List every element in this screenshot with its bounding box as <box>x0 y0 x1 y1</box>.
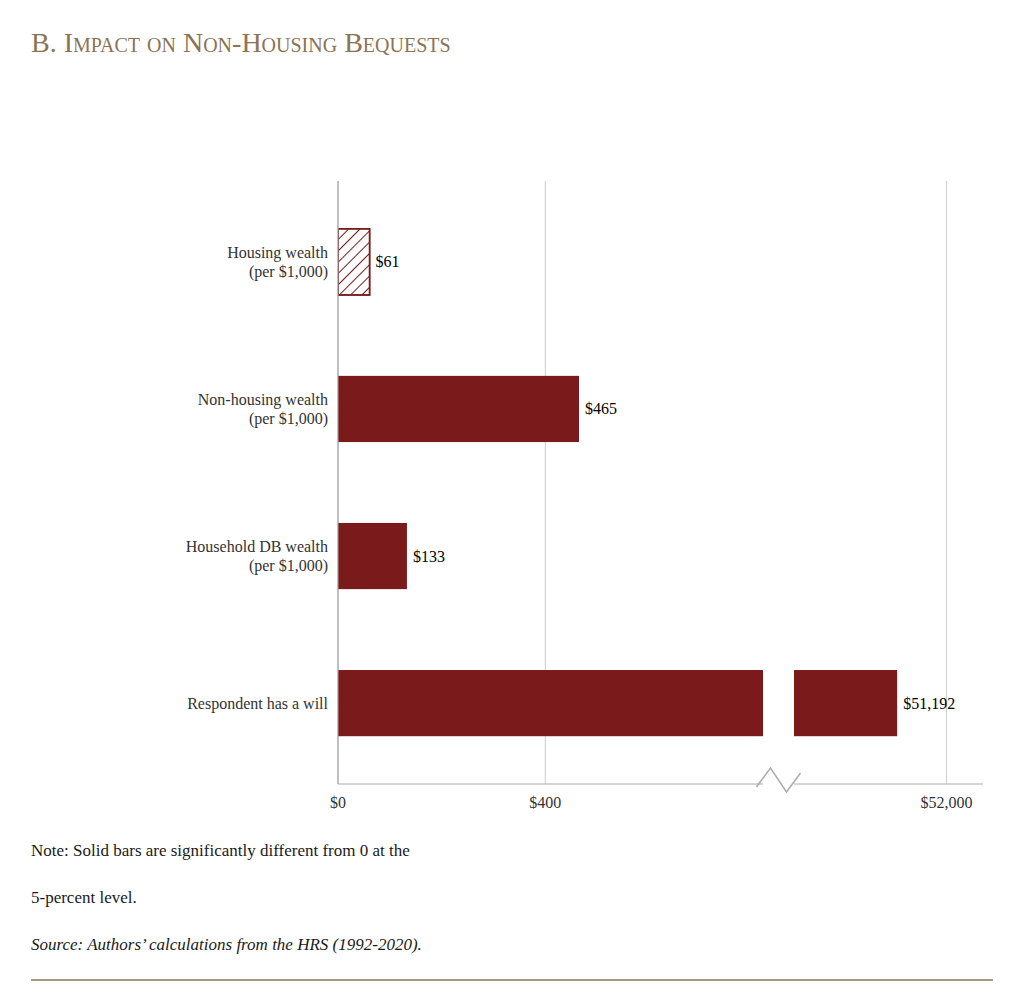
category-label-line: Housing wealth <box>227 244 328 262</box>
annotation: Note: Solid bars are significantly diffe… <box>31 841 410 860</box>
grid-line <box>946 181 947 784</box>
data-label: $465 <box>585 400 617 417</box>
data-label: $61 <box>376 253 400 270</box>
data-label: $51,192 <box>903 695 955 712</box>
category-label: Housing wealth(per $1,000) <box>227 244 328 281</box>
tick-label: $0 <box>330 794 346 811</box>
tick-label: $400 <box>529 794 561 811</box>
title: B. Impact on Non-Housing Bequests <box>31 27 451 58</box>
annotation: Source: Authors’ calculations from the H… <box>31 935 422 954</box>
bar-hatch <box>338 229 370 295</box>
chart: B. Impact on Non-Housing Bequests $0 $400 $… <box>0 0 1024 1005</box>
bars <box>794 670 897 736</box>
x-axis-line <box>794 784 983 785</box>
grid-line <box>338 181 339 784</box>
category-label-line: Non-housing wealth <box>198 391 328 409</box>
bar <box>338 229 370 295</box>
x-axis-line <box>338 784 763 785</box>
bar <box>338 670 763 736</box>
y-axis-line <box>338 181 339 784</box>
category-label-line: Respondent has a will <box>187 695 328 713</box>
bar <box>338 523 407 589</box>
category-label-line: (per $1,000) <box>249 410 328 428</box>
category-label-line: (per $1,000) <box>249 263 328 281</box>
data-label: $133 <box>413 548 445 565</box>
category-label-line: (per $1,000) <box>249 557 328 575</box>
axis-break <box>757 768 801 792</box>
category-label-line: Household DB wealth <box>186 538 328 555</box>
annotation: 5-percent level. <box>31 888 137 907</box>
category-label: Non-housing wealth(per $1,000) <box>198 391 328 428</box>
bottom-rule <box>31 979 993 981</box>
category-label: Respondent has a will <box>187 695 328 713</box>
bar <box>338 376 579 442</box>
bars <box>338 229 763 736</box>
bar <box>794 670 897 736</box>
category-label: Household DB wealth (per $1,000) <box>186 538 328 575</box>
tick-label: $52,000 <box>920 794 972 811</box>
